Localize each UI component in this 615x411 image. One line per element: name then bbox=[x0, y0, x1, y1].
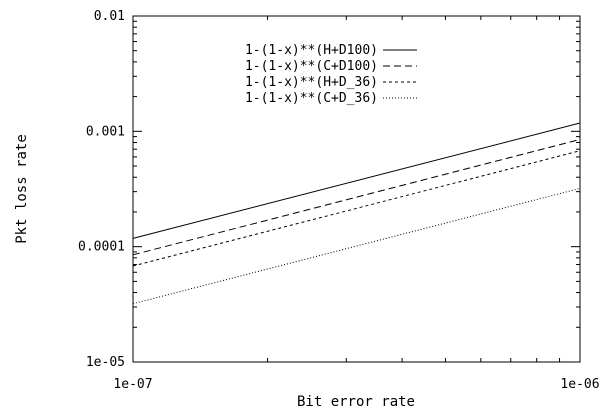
legend: 1-(1-x)**(H+D100)1-(1-x)**(C+D100)1-(1-x… bbox=[245, 43, 417, 106]
x-tick-label: 1e-07 bbox=[113, 377, 152, 392]
series-line-0 bbox=[132, 122, 581, 239]
series-line-2 bbox=[132, 150, 581, 267]
x-tick-label: 1e-06 bbox=[560, 377, 599, 392]
series-layer bbox=[132, 122, 581, 305]
legend-label: 1-(1-x)**(H+D100) bbox=[245, 43, 378, 58]
legend-label: 1-(1-x)**(C+D_36) bbox=[245, 91, 378, 106]
y-tick-label: 0.001 bbox=[86, 124, 125, 139]
series-line-3 bbox=[132, 187, 581, 305]
y-tick-label: 0.0001 bbox=[78, 240, 125, 255]
ticks-layer: 1e-05 0.0001 0.001 0.01 1e-07 1e-06 bbox=[78, 9, 600, 392]
y-tick-label: 0.01 bbox=[94, 9, 125, 24]
y-tick-label: 1e-05 bbox=[86, 355, 125, 370]
y-axis-label: Pkt loss rate bbox=[14, 134, 30, 244]
series-line-1 bbox=[132, 139, 581, 256]
legend-label: 1-(1-x)**(C+D100) bbox=[245, 59, 378, 74]
legend-label: 1-(1-x)**(H+D_36) bbox=[245, 75, 378, 90]
plot-frame bbox=[132, 15, 581, 363]
x-axis-label: Bit error rate bbox=[297, 394, 415, 410]
